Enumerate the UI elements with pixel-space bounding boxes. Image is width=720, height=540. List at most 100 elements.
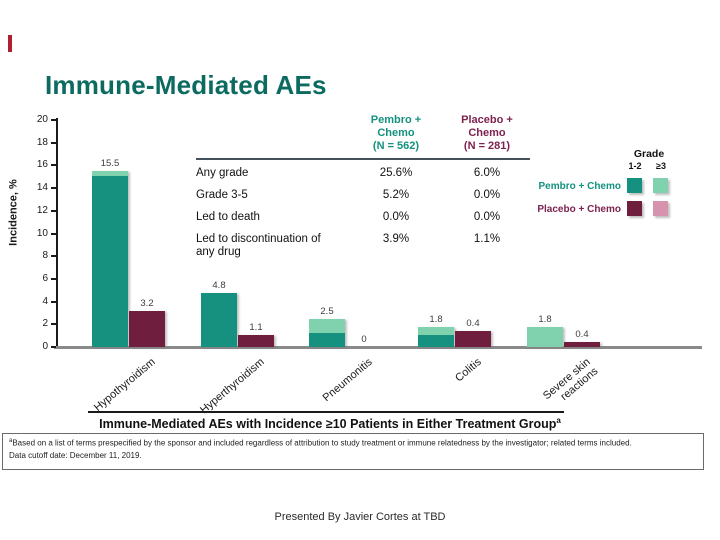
y-tick-8 [51, 255, 56, 258]
table-row-label: Led to discontinuation of any drug [196, 233, 321, 259]
y-tick-0 [51, 346, 56, 348]
y-tick-18 [51, 141, 56, 144]
pembro-grade12-segment [201, 293, 237, 347]
x-axis-line [54, 346, 702, 349]
pembro-value-label-hyperthyroidism: 4.8 [212, 280, 226, 291]
column-header-placebo: Placebo + Chemo (N = 281) [444, 114, 530, 158]
column-header-placebo-line2: Chemo [468, 127, 506, 140]
table-cell-pembro: 5.2% [382, 188, 410, 201]
table-cell-pembro: 0.0% [382, 211, 410, 223]
ae-summary-table: Pembro + Chemo (N = 562) Placebo + Chemo… [196, 114, 532, 264]
pembro-grade3plus-segment [309, 319, 345, 333]
page-title: Immune-Mediated AEs [45, 70, 327, 100]
pembro-grade12-segment [309, 333, 345, 347]
table-row-label: Grade 3-5 [196, 188, 248, 201]
table-cell-placebo: 0.0% [473, 211, 501, 223]
legend-swatch-placebo-grade12 [627, 201, 642, 216]
legend-swatch-pembro-grade12 [627, 178, 642, 193]
pembro-grade3plus-segment [418, 327, 454, 335]
legend-grade-ge3-header: ≥3 [656, 161, 666, 171]
pembro-value-label-colitis: 1.8 [429, 314, 443, 325]
pembro-grade12-segment [418, 335, 454, 347]
placebo-grade12-segment [238, 335, 274, 347]
pembro-grade3plus-segment [92, 171, 128, 176]
y-tick-12 [51, 209, 56, 212]
chart-caption-text: Immune-Mediated AEs with Incidence ≥10 P… [99, 417, 557, 432]
table-cell-placebo: 1.1% [473, 233, 501, 246]
placebo-value-label-hypothyroidism: 3.2 [140, 298, 154, 309]
y-tick-label-4: 4 [42, 295, 48, 307]
footnote-marker: a [9, 438, 13, 444]
placebo-bar-colitis [455, 331, 491, 347]
legend: Grade 1-2 ≥3 Pembro + Chemo Placebo + Ch… [537, 148, 707, 223]
y-tick-label-18: 18 [36, 136, 48, 148]
legend-label-placebo: Placebo + Chemo [537, 204, 621, 215]
pembro-grade12-segment [92, 176, 128, 347]
slide-corner-marker [8, 35, 12, 52]
y-tick-label-16: 16 [36, 159, 48, 171]
legend-grade-1-2-header: 1-2 [628, 161, 642, 171]
y-tick-20 [51, 119, 56, 121]
pembro-value-label-severe-skin-reactions: 1.8 [538, 314, 552, 325]
placebo-bar-hyperthyroidism [238, 335, 274, 347]
y-tick-label-8: 8 [42, 250, 48, 262]
placebo-value-label-hyperthyroidism: 1.1 [249, 322, 263, 333]
table-corner-cell [196, 114, 348, 158]
legend-label-pembro: Pembro + Chemo [538, 181, 621, 192]
table-row-label: Led to death [196, 211, 260, 223]
column-header-pembro-line1: Pembro + [370, 114, 422, 126]
column-header-placebo-n: (N = 281) [463, 140, 511, 153]
placebo-grade12-segment [564, 342, 600, 347]
chart-caption: Immune-Mediated AEs with Incidence ≥10 P… [60, 416, 600, 431]
pembro-value-label-hypothyroidism: 15.5 [100, 158, 120, 169]
y-tick-10 [51, 232, 56, 235]
y-tick-16 [51, 164, 56, 167]
footnote-box: aBased on a list of terms prespecified b… [2, 433, 704, 470]
y-tick-4 [51, 300, 56, 303]
placebo-value-label-pneumonitis: 0 [361, 334, 367, 345]
pembro-bar-pneumonitis [309, 319, 345, 347]
table-cell-placebo: 0.0% [473, 188, 501, 201]
pembro-bar-colitis [418, 327, 454, 347]
column-header-pembro-n: (N = 562) [372, 140, 420, 153]
y-tick-label-14: 14 [36, 182, 48, 194]
y-tick-label-2: 2 [42, 318, 48, 330]
y-tick-2 [51, 323, 56, 326]
footnote-line-1: aBased on a list of terms prespecified b… [9, 437, 697, 450]
table-cell-pembro: 3.9% [382, 233, 410, 246]
y-axis-line [56, 118, 58, 349]
y-tick-6 [51, 277, 56, 280]
y-tick-label-20: 20 [36, 114, 48, 125]
table-header-divider [196, 157, 530, 160]
y-tick-label-6: 6 [42, 272, 48, 284]
legend-grade-title: Grade [633, 148, 665, 160]
pembro-value-label-pneumonitis: 2.5 [320, 306, 334, 317]
placebo-bar-severe-skin-reactions [564, 342, 600, 347]
placebo-value-label-colitis: 0.4 [466, 318, 480, 329]
column-header-pembro: Pembro + Chemo (N = 562) [348, 114, 444, 158]
y-tick-label-0: 0 [42, 341, 48, 352]
placebo-grade12-segment [129, 311, 165, 347]
pembro-bar-hyperthyroidism [201, 293, 237, 347]
footnote-line-2: Data cutoff date: December 11, 2019. [9, 451, 142, 461]
y-tick-label-10: 10 [36, 227, 48, 239]
table-cell-pembro: 25.6% [379, 166, 413, 179]
column-header-pembro-line2: Chemo [377, 127, 415, 140]
placebo-bar-hypothyroidism [129, 311, 165, 347]
y-tick-14 [51, 187, 56, 190]
presenter-credit: Presented By Javier Cortes at TBD [274, 511, 446, 523]
pembro-bar-hypothyroidism [92, 171, 128, 347]
pembro-bar-severe-skin-reactions [527, 327, 563, 347]
pembro-grade3plus-segment [527, 327, 563, 347]
table-cell-placebo: 6.0% [473, 166, 501, 179]
placebo-value-label-severe-skin-reactions: 0.4 [575, 329, 589, 340]
footnote-text-1: Based on a list of terms prespecified by… [12, 438, 632, 448]
chart-caption-footnote-marker: a [556, 416, 561, 425]
immune-mediated-aes-bar-chart: Incidence, % 0 2 4 6 8 10 12 14 16 18 20 15.5 3.2 Hyp… [0, 110, 720, 416]
legend-swatch-pembro-grade3plus [653, 178, 668, 193]
column-header-placebo-line1: Placebo + [461, 114, 513, 126]
table-row-label: Any grade [196, 166, 249, 179]
caption-top-rule [88, 411, 564, 413]
legend-swatch-placebo-grade3plus [653, 201, 668, 216]
